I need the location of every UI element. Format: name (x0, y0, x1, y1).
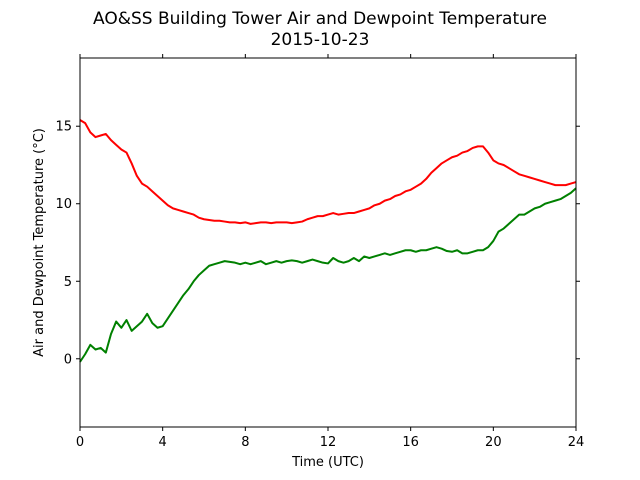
y-axis-label: Air and Dewpoint Temperature (°C) (32, 128, 47, 357)
series-line-1 (79, 187, 577, 363)
x-axis-label: Time (UTC) (291, 455, 364, 470)
axis-ticks: 0 4 8 12 16 20 24 0 5 10 15 (55, 54, 584, 450)
x-tick-label-8: 8 (241, 435, 249, 450)
x-tick-label-24: 24 (568, 435, 585, 450)
y-tick-label-5: 5 (64, 275, 72, 290)
x-tick-label-0: 0 (76, 435, 84, 450)
y-tick-label-0: 0 (64, 352, 72, 367)
x-tick-label-12: 12 (320, 435, 337, 450)
x-tick-label-20: 20 (485, 435, 502, 450)
series-line-0 (79, 119, 577, 225)
y-tick-label-10: 10 (55, 197, 72, 212)
plot-lines (79, 119, 577, 363)
y-tick-label-15: 15 (55, 120, 72, 135)
chart-title: AO&SS Building Tower Air and Dewpoint Te… (93, 9, 547, 29)
x-tick-label-4: 4 (159, 435, 167, 450)
chart-subtitle: 2015-10-23 (271, 30, 370, 50)
x-tick-label-16: 16 (402, 435, 419, 450)
plot-frame (79, 57, 577, 428)
